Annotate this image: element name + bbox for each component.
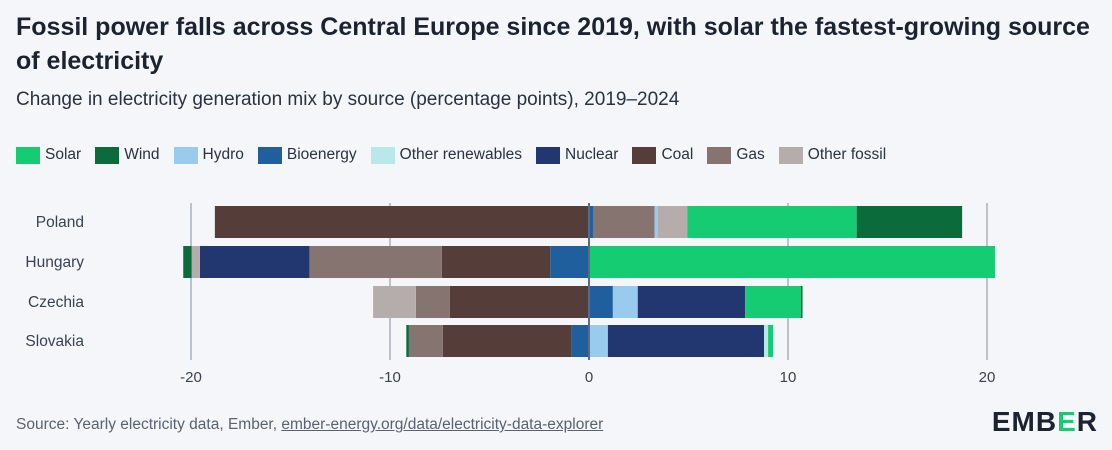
ember-logo: EMBER: [991, 406, 1098, 437]
legend-swatch: [536, 146, 561, 164]
bar-segment-coal: [442, 325, 572, 357]
bar-segment-bioenergy: [589, 206, 593, 238]
legend-swatch: [778, 146, 803, 164]
x-tick-label: -20: [180, 369, 202, 386]
bar-segment-nuclear: [199, 246, 310, 278]
legend-item: Wind: [95, 146, 160, 164]
legend-swatch: [257, 146, 282, 164]
legend-swatch: [707, 146, 732, 164]
x-tick-label: -10: [379, 369, 401, 386]
legend-label: Other renewables: [399, 146, 523, 163]
legend-item: Nuclear: [536, 146, 618, 164]
bar-segment-solar: [687, 206, 857, 238]
bar-segment-hydro: [654, 206, 658, 238]
chart-title: Fossil power falls across Central Europe…: [16, 13, 1090, 75]
bar-segment-other-fossil: [373, 286, 416, 318]
bar-segment-gas: [408, 325, 443, 357]
bar-segment-nuclear: [637, 286, 746, 318]
legend-swatch: [16, 146, 40, 164]
bar-segment-hydro: [589, 325, 608, 357]
legend-swatch: [173, 146, 198, 164]
bar-segment-solar: [768, 325, 774, 357]
bar-segment-other-fossil: [657, 206, 688, 238]
bar-segment-coal: [449, 286, 589, 318]
legend-item: Other renewables: [370, 146, 523, 164]
bar-segment-wind: [406, 325, 409, 357]
legend-swatch: [95, 146, 120, 164]
category-label: Slovakia: [25, 333, 84, 350]
legend-swatch: [370, 146, 395, 164]
bar-segment-gas: [309, 246, 442, 278]
x-tick-label: 0: [585, 369, 593, 386]
legend-item: Bioenergy: [257, 146, 357, 164]
legend-label: Wind: [124, 146, 160, 163]
bar-segment-wind: [800, 286, 803, 318]
legend-label: Gas: [736, 146, 765, 163]
source-link[interactable]: ember-energy.org/data/electricity-data-e…: [281, 416, 604, 433]
category-label: Hungary: [25, 254, 84, 271]
bar-segment-bioenergy: [550, 246, 589, 278]
category-label: Poland: [36, 214, 84, 231]
bar-segment-gas: [592, 206, 655, 238]
source-note: Source: Yearly electricity data, Ember, …: [16, 416, 603, 434]
legend-label: Hydro: [202, 146, 244, 163]
legend-item: Other fossil: [778, 146, 887, 164]
legend-item: Gas: [707, 146, 765, 164]
bar-segment-coal: [214, 206, 589, 238]
bar-segment-wind: [856, 206, 963, 238]
bar-segment-nuclear: [607, 325, 765, 357]
bar-segment-bioenergy: [571, 325, 589, 357]
legend-label: Other fossil: [807, 146, 887, 163]
legend-item: Hydro: [173, 146, 244, 164]
legend-label: Solar: [45, 146, 82, 163]
legend-label: Bioenergy: [286, 146, 357, 163]
bar-segment-wind: [183, 246, 192, 278]
bar-segment-other-fossil: [191, 246, 200, 278]
legend-item: Solar: [16, 146, 81, 164]
bar-segment-solar: [589, 246, 995, 278]
source-text: Source: Yearly electricity data, Ember,: [16, 416, 282, 433]
legend-item: Coal: [632, 146, 693, 164]
legend: Solar Wind Hydro Bioenergy Other renewables N…: [16, 146, 886, 164]
x-tick-label: 10: [780, 369, 797, 386]
x-tick-label: 20: [979, 369, 996, 386]
bar-segment-gas: [415, 286, 450, 318]
bar-segment-coal: [441, 246, 551, 278]
bar-segment-other-renewables: [764, 325, 769, 357]
legend-swatch: [632, 146, 657, 164]
bar-segment-hydro: [612, 286, 638, 318]
bar-segment-bioenergy: [589, 286, 613, 318]
bar-chart: -20 -10 0 10 20 Poland Hungary Czechia Slovakia: [25, 203, 996, 386]
category-label: Czechia: [28, 294, 84, 311]
bar-segment-solar: [745, 286, 801, 318]
legend-label: Coal: [661, 146, 694, 163]
legend-label: Nuclear: [565, 146, 619, 163]
chart-subtitle: Change in electricity generation mix by …: [16, 89, 680, 110]
